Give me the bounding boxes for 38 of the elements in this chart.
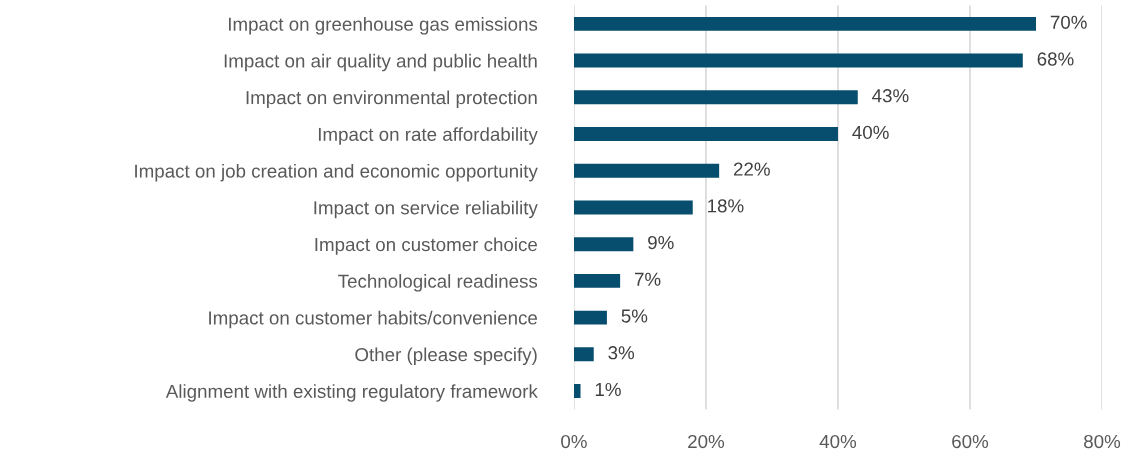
x-tick-label: 40% bbox=[819, 434, 857, 449]
bar bbox=[573, 163, 720, 178]
y-tick-label: Impact on air quality and public health bbox=[224, 53, 537, 72]
y-tick-label: Impact on customer habits/convenience bbox=[209, 310, 537, 329]
y-tick-label: Impact on environmental protection bbox=[246, 90, 537, 108]
y-tick-label: Impact on service reliability bbox=[314, 200, 538, 219]
bar bbox=[573, 16, 1036, 31]
data-label: 5% bbox=[621, 309, 648, 323]
data-label: 1% bbox=[595, 382, 621, 396]
data-label: 68% bbox=[1037, 52, 1074, 66]
y-tick-label: Other (please specify) bbox=[355, 347, 537, 366]
data-label: 7% bbox=[634, 272, 661, 286]
bar bbox=[573, 384, 581, 399]
y-tick-label: Alignment with existing regulatory framework bbox=[165, 384, 538, 402]
y-tick-label: Impact on rate affordability bbox=[318, 127, 538, 145]
y-tick-label: Impact on job creation and economic opportunity bbox=[135, 163, 538, 182]
x-tick-label: 60% bbox=[952, 434, 989, 449]
y-tick-label: Impact on customer choice bbox=[315, 237, 537, 255]
data-label: 9% bbox=[648, 235, 674, 250]
y-tick-label: Technological readiness bbox=[338, 274, 538, 292]
bar bbox=[573, 127, 838, 141]
data-label: 3% bbox=[608, 346, 635, 360]
bar bbox=[573, 200, 693, 215]
bar bbox=[573, 90, 858, 105]
data-label: 70% bbox=[1050, 15, 1087, 29]
x-tick-label: 20% bbox=[688, 434, 725, 449]
data-label: 22% bbox=[733, 162, 770, 176]
bar bbox=[573, 53, 1023, 68]
bar bbox=[573, 310, 607, 325]
y-tick-label: Impact on greenhouse gas emissions bbox=[228, 17, 538, 35]
bar bbox=[573, 273, 621, 288]
bar bbox=[573, 347, 594, 362]
x-tick-label: 0% bbox=[561, 434, 587, 449]
data-label: 18% bbox=[708, 199, 744, 213]
x-tick-label: 80% bbox=[1084, 434, 1121, 449]
data-label: 43% bbox=[872, 89, 909, 103]
data-label: 40% bbox=[852, 125, 889, 140]
bar bbox=[573, 237, 634, 252]
